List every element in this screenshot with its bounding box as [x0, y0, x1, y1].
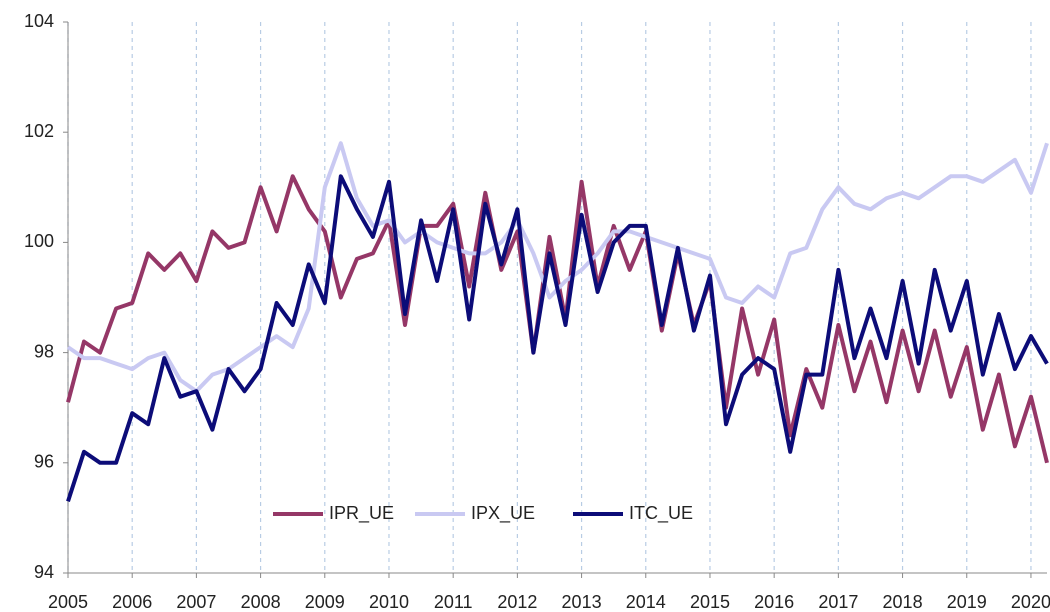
y-tick-label: 104: [24, 11, 54, 31]
x-tick-label: 2014: [626, 592, 666, 612]
series-line: [66, 174, 1049, 464]
y-tick-label: 100: [24, 231, 54, 251]
x-tick-label: 2005: [48, 592, 88, 612]
x-tick-label: 2006: [112, 592, 152, 612]
y-tick-label: 98: [34, 341, 54, 361]
x-tick-label: 2020: [1011, 592, 1050, 612]
series-line: [66, 174, 1049, 503]
x-tick-label: 2008: [241, 592, 281, 612]
y-tick-label: 96: [34, 452, 54, 472]
x-tick-label: 2009: [305, 592, 345, 612]
y-tick-label: 94: [34, 562, 54, 582]
y-tick-label: 102: [24, 121, 54, 141]
legend: IPR_UE IPX_UE ITC_UE: [273, 503, 693, 524]
x-tick-label: 2015: [690, 592, 730, 612]
x-tick-label: 2013: [562, 592, 602, 612]
series-line: [66, 141, 1049, 394]
x-tick-label: 2010: [369, 592, 409, 612]
x-tick-label: 2017: [818, 592, 858, 612]
x-tick-label: 2018: [883, 592, 923, 612]
x-tick-label: 2016: [754, 592, 794, 612]
legend-label: ITC_UE: [629, 503, 693, 524]
legend-label: IPR_UE: [329, 503, 394, 524]
x-tick-label: 2019: [947, 592, 987, 612]
x-tick-label: 2011: [434, 592, 473, 612]
legend-label: IPX_UE: [471, 503, 535, 524]
x-tick-label: 2012: [497, 592, 537, 612]
x-tick-label: 2007: [176, 592, 216, 612]
